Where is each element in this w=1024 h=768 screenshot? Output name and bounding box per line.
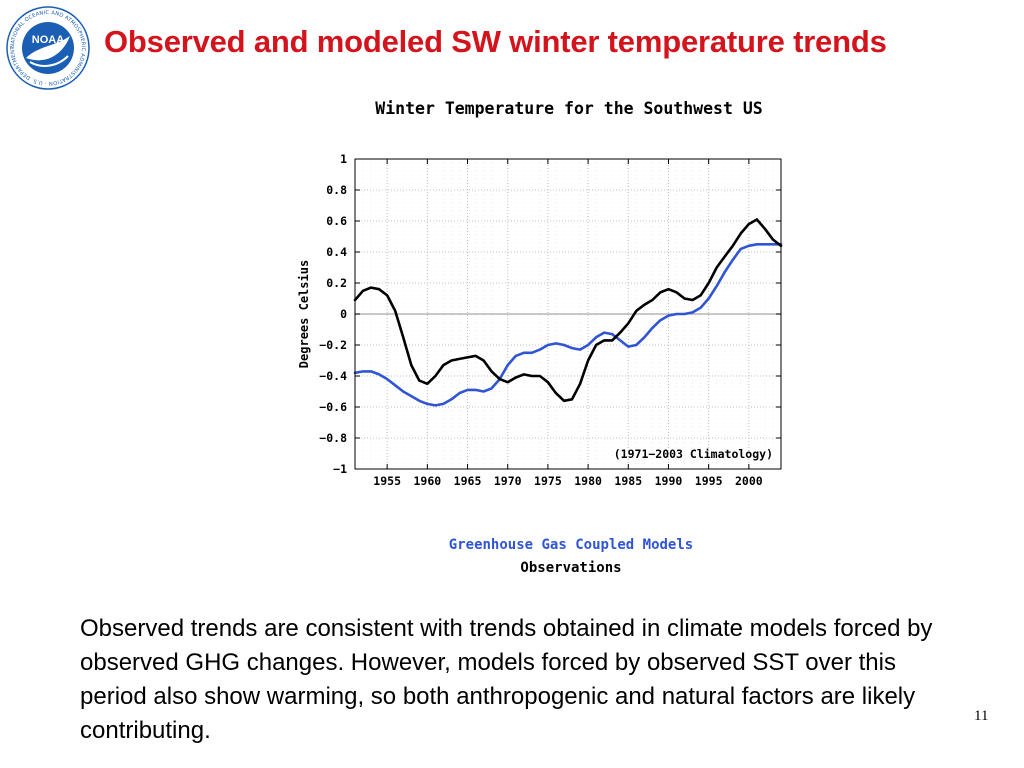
y-axis-ticks: 1 0.8 0.6 0.4 0.2 0 −0.2 −0.4 −0.6 −0.8 −1 bbox=[319, 152, 781, 476]
observations-series-line bbox=[353, 218, 783, 403]
y-tick-label: 0 bbox=[340, 307, 347, 321]
y-tick-label: 0.6 bbox=[326, 214, 347, 228]
chart-grid bbox=[354, 159, 782, 469]
y-tick-label: −0.4 bbox=[319, 369, 347, 383]
x-tick-label: 1965 bbox=[454, 474, 482, 488]
temperature-chart: Winter Temperature for the Southwest US … bbox=[297, 99, 783, 576]
x-tick-label: 1995 bbox=[695, 474, 723, 488]
x-axis-ticks: 1955 1960 1965 1970 1975 1980 1985 1990 1995 2000 bbox=[373, 159, 763, 488]
legend-entry-models: Greenhouse Gas Coupled Models bbox=[449, 537, 693, 553]
y-tick-label: −0.2 bbox=[319, 338, 347, 352]
x-tick-label: 1985 bbox=[614, 474, 642, 488]
y-tick-label: 1 bbox=[340, 152, 347, 166]
models-series-line bbox=[353, 243, 783, 407]
y-tick-label: 0.8 bbox=[326, 183, 347, 197]
chart-title: Winter Temperature for the Southwest US bbox=[375, 99, 762, 118]
y-tick-label: 0.2 bbox=[326, 276, 347, 290]
y-tick-label: −0.6 bbox=[319, 400, 347, 414]
page-number: 11 bbox=[974, 708, 989, 724]
x-tick-label: 1955 bbox=[373, 474, 401, 488]
svg-text:NOAA: NOAA bbox=[32, 34, 64, 46]
y-tick-label: −0.8 bbox=[319, 431, 347, 445]
x-tick-label: 1980 bbox=[574, 474, 602, 488]
x-tick-label: 1960 bbox=[413, 474, 441, 488]
x-tick-label: 1975 bbox=[534, 474, 562, 488]
y-tick-label: −1 bbox=[333, 462, 347, 476]
x-tick-label: 1970 bbox=[494, 474, 522, 488]
noaa-logo: NATIONAL OCEANIC AND ATMOSPHERIC ADMINIS… bbox=[4, 2, 90, 90]
slide-title: Observed and modeled SW winter temperatu… bbox=[104, 24, 887, 59]
chart-series bbox=[353, 218, 783, 407]
y-tick-label: 0.4 bbox=[326, 245, 347, 259]
x-tick-label: 2000 bbox=[735, 474, 763, 488]
body-paragraph: Observed trends are consistent with tren… bbox=[80, 615, 933, 744]
y-axis-label: Degrees Celsius bbox=[297, 260, 311, 368]
x-tick-label: 1990 bbox=[655, 474, 683, 488]
legend-entry-observations: Observations bbox=[520, 560, 621, 576]
noaa-emblem-icon: NATIONAL OCEANIC AND ATMOSPHERIC ADMINIS… bbox=[4, 2, 90, 90]
climatology-annotation: (1971−2003 Climatology) bbox=[614, 447, 773, 461]
